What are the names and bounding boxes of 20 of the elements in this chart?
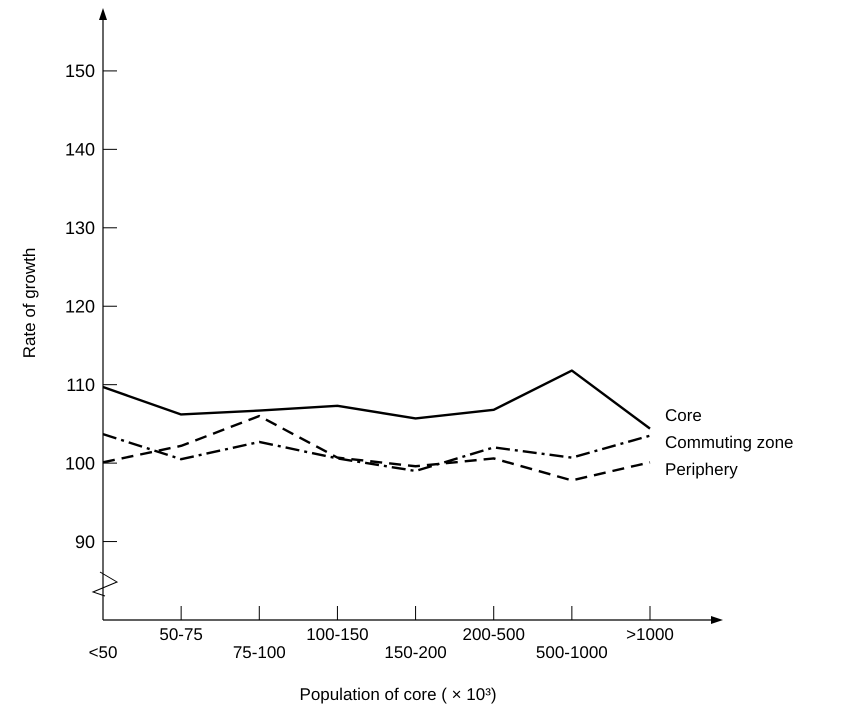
- series-label: Periphery: [665, 460, 738, 480]
- x-tick-label: 200-500: [462, 625, 525, 644]
- x-tick-label: 75-100: [232, 643, 286, 662]
- y-tick-label: 150: [64, 61, 95, 82]
- series-label: Core: [665, 406, 702, 426]
- x-tick-label: 50-75: [159, 625, 203, 644]
- x-tick-label: <50: [88, 643, 118, 662]
- x-tick-label: 100-150: [306, 625, 369, 644]
- x-tick-label: 500-1000: [536, 643, 608, 662]
- y-tick-label: 110: [66, 374, 95, 395]
- x-axis-title: Population of core ( × 10³): [299, 685, 497, 704]
- y-tick-label: 130: [64, 218, 95, 238]
- x-tick-label: >1000: [626, 625, 674, 644]
- y-axis-title: Rate of growth: [20, 248, 39, 358]
- series-label: Commuting zone: [665, 433, 794, 452]
- y-tick-label: 140: [64, 140, 95, 160]
- x-tick-label: 150-200: [384, 643, 447, 662]
- y-tick-label: 100: [64, 453, 95, 474]
- y-tick-label: 90: [74, 532, 95, 552]
- y-tick-label: 120: [64, 296, 95, 317]
